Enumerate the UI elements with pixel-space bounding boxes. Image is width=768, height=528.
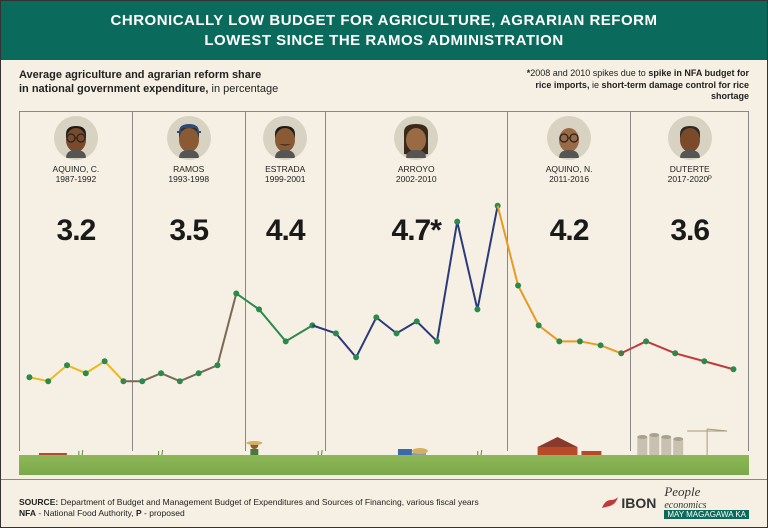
president-label: AQUINO, C.1987-1992 <box>53 164 100 184</box>
logos: IBON People economics MAY MAGAGAWA KA <box>601 486 749 519</box>
president-label: AQUINO, N.2011-2016 <box>546 164 593 184</box>
president-label: RAMOS1993-1998 <box>168 164 209 184</box>
president-value: 4.7* <box>392 214 441 248</box>
president-columns: AQUINO, C.1987-1992 3.2 RAMOS1993-1998 3… <box>20 112 748 451</box>
grass <box>19 455 749 475</box>
title-banner: CHRONICALLY LOW BUDGET FOR AGRICULTURE, … <box>1 1 767 60</box>
bird-icon <box>601 496 619 510</box>
president-column: ESTRADA1999-2001 4.4 <box>246 112 326 451</box>
president-column: AQUINO, C.1987-1992 3.2 <box>20 112 133 451</box>
title-line-2: LOWEST SINCE THE RAMOS ADMINISTRATION <box>204 32 563 49</box>
president-avatar <box>394 116 438 160</box>
source-text: SOURCE: Department of Budget and Managem… <box>19 497 479 519</box>
president-column: ARROYO2002-2010 4.7* <box>326 112 508 451</box>
footer: SOURCE: Department of Budget and Managem… <box>1 479 767 527</box>
chart-area: AQUINO, C.1987-1992 3.2 RAMOS1993-1998 3… <box>19 111 749 451</box>
subhead-row: Average agriculture and agrarian reform … <box>1 60 767 107</box>
president-value: 3.2 <box>57 214 96 248</box>
president-value: 4.2 <box>550 214 589 248</box>
logo-people: People economics MAY MAGAGAWA KA <box>664 486 749 519</box>
president-label: ESTRADA1999-2001 <box>265 164 306 184</box>
title-line-1: CHRONICALLY LOW BUDGET FOR AGRICULTURE, … <box>111 12 658 29</box>
subhead: Average agriculture and agrarian reform … <box>19 68 278 103</box>
president-column: DUTERTE2017-2020ᴾ 3.6 <box>631 112 747 451</box>
president-avatar <box>54 116 98 160</box>
president-avatar <box>547 116 591 160</box>
president-label: ARROYO2002-2010 <box>396 164 437 184</box>
president-label: DUTERTE2017-2020ᴾ <box>668 164 712 184</box>
president-value: 3.5 <box>169 214 208 248</box>
president-avatar <box>263 116 307 160</box>
logo-ibon: IBON <box>601 495 656 511</box>
president-avatar <box>167 116 211 160</box>
footnote: *2008 and 2010 spikes due to spike in NF… <box>509 68 749 103</box>
president-value: 4.4 <box>266 214 305 248</box>
president-value: 3.6 <box>670 214 709 248</box>
president-avatar <box>668 116 712 160</box>
president-column: AQUINO, N.2011-2016 4.2 <box>508 112 632 451</box>
president-column: RAMOS1993-1998 3.5 <box>133 112 246 451</box>
